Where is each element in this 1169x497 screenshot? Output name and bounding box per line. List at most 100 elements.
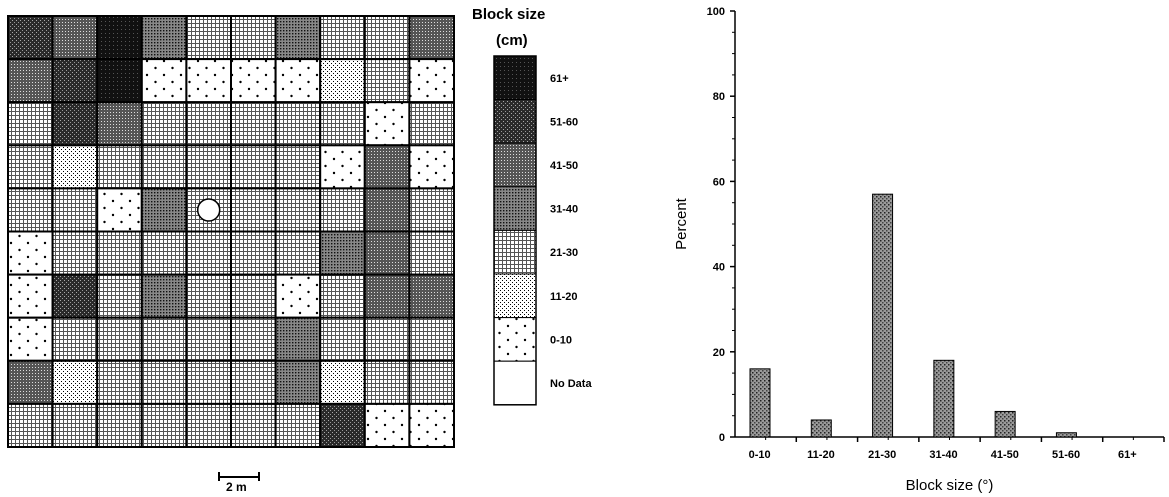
legend-label-c51: 51-60 [550,116,578,128]
block-size-histogram: 0 20 40 60 80 100 0-10 11-20 21-30 31-40 41-50 51-6… [673,6,1165,494]
grid-cell-r9-c3 [140,402,188,448]
grid-cell-r1-c6 [274,58,322,104]
grid-cell-r6-c8 [363,273,411,319]
grid-cell-r3-c7 [319,144,366,190]
grid-cell-r6-c2 [96,273,143,319]
grid-cell-r8-c8 [363,359,411,405]
grid-cell-r6-c7 [319,273,366,319]
grid-cell-r0-c8 [363,15,411,61]
legend-title-unit: (cm) [496,32,528,49]
grid-cell-r7-c5 [230,316,277,362]
grid-cell-r7-c7 [319,316,366,362]
legend-label-c0: 0-10 [550,334,572,346]
x-tick-label-61+: 61+ [1118,449,1137,461]
grid-cell-r8-c6 [274,359,322,405]
bar-41-50 [994,410,1016,438]
grid-cell-r5-c4 [185,230,232,276]
bar-0-10 [749,368,771,438]
y-tick-label-40: 40 [713,262,725,274]
grid-cell-r5-c9 [408,230,455,276]
grid-cell-r5-c0 [7,230,54,276]
grid-cell-r7-c4 [185,316,232,362]
grid-cell-r8-c5 [230,359,277,405]
grid-cell-r9-c7 [319,402,366,448]
x-tick-label-51-60: 51-60 [1052,449,1080,461]
grid-cell-r9-c5 [230,402,277,448]
bar-51-60 [1055,432,1077,438]
grid-cell-r0-c3 [140,15,188,61]
grid-cell-r5-c6 [274,230,322,276]
legend-label-c31: 31-40 [550,204,578,216]
bar-11-20 [810,419,832,438]
grid-cell-r6-c6 [274,273,322,319]
grid-cell-r5-c7 [319,230,366,276]
grid-cell-r4-c1 [51,187,99,233]
x-axis-label: Block size (°) [906,477,994,494]
block-size-legend: Block size (cm) 61+ 51-60 41-50 31-40 21-30 1… [470,0,600,420]
grid-cell-r0-c7 [319,15,366,61]
grid-cell-r4-c9 [408,187,455,233]
block-size-grid-map [7,15,455,448]
grid-cell-r8-c3 [140,359,188,405]
grid-cell-r1-c5 [230,58,277,104]
grid-cell-r7-c9 [408,316,455,362]
grid-cell-r6-c4 [185,273,232,319]
bar-21-30 [872,193,894,438]
grid-cell-r6-c0 [7,273,54,319]
grid-cell-r1-c9 [408,58,455,104]
grid-cell-r5-c5 [230,230,277,276]
grid-cell-r2-c8 [363,101,411,147]
legend-swatch-nd [493,360,537,406]
legend-label-nd: No Data [550,378,592,390]
grid-cell-r2-c2 [96,101,143,147]
grid-cell-r1-c2 [96,58,143,104]
grid-cell-r0-c5 [230,15,277,61]
grid-cell-r4-c8 [363,187,411,233]
legend-swatch-c21 [493,229,537,275]
y-tick-label-20: 20 [713,347,725,359]
grid-cell-r0-c6 [274,15,322,61]
legend-label-c41: 41-50 [550,160,578,172]
legend-swatch-c31 [493,186,537,231]
x-tick-label-21-30: 21-30 [868,449,896,461]
grid-cell-r0-c2 [96,15,143,61]
grid-cell-r9-c0 [7,402,54,448]
grid-cell-r7-c8 [363,316,411,362]
grid-cell-r1-c8 [363,58,411,104]
grid-cell-r8-c1 [51,359,99,405]
y-axis-label: Percent [673,197,690,250]
grid-cell-r3-c4 [185,144,232,190]
grid-cell-r0-c1 [51,15,99,61]
grid-cell-r7-c6 [274,316,322,362]
y-tick-label-80: 80 [713,91,725,103]
x-tick-label-31-40: 31-40 [929,449,957,461]
grid-cell-r1-c4 [185,58,232,104]
grid-cell-r2-c5 [230,101,277,147]
legend-swatch-c11 [493,273,537,319]
grid-cell-r4-c5 [230,187,277,233]
grid-cell-r2-c1 [51,101,99,147]
grid-cell-r1-c7 [319,58,366,104]
grid-cell-r6-c9 [408,273,455,319]
grid-cell-r1-c3 [140,58,188,104]
grid-cell-r1-c0 [7,58,54,104]
grid-cell-r2-c6 [274,101,322,147]
x-tick-label-0-10: 0-10 [749,449,771,461]
grid-cell-r8-c4 [185,359,232,405]
y-tick-label-100: 100 [707,6,725,18]
legend-label-c11: 11-20 [550,291,578,303]
grid-cell-r4-c3 [140,187,188,233]
grid-cell-r5-c3 [140,230,188,276]
grid-cell-r9-c6 [274,402,322,448]
grid-cell-r7-c2 [96,316,143,362]
grid-cell-r8-c9 [408,359,455,405]
grid-cell-r3-c1 [51,144,99,190]
legend-title: Block size [472,6,546,23]
grid-cell-r8-c2 [96,359,143,405]
grid-cell-r9-c1 [51,402,99,448]
sample-point-marker [196,198,221,222]
grid-cell-r2-c4 [185,101,232,147]
legend-swatch-c0 [493,317,537,362]
grid-cell-r1-c1 [51,58,99,104]
grid-cell-r4-c7 [319,187,366,233]
